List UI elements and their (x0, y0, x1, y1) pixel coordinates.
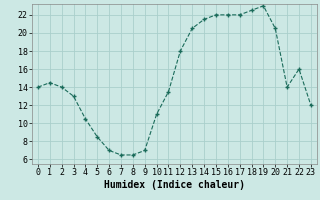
X-axis label: Humidex (Indice chaleur): Humidex (Indice chaleur) (104, 180, 245, 190)
